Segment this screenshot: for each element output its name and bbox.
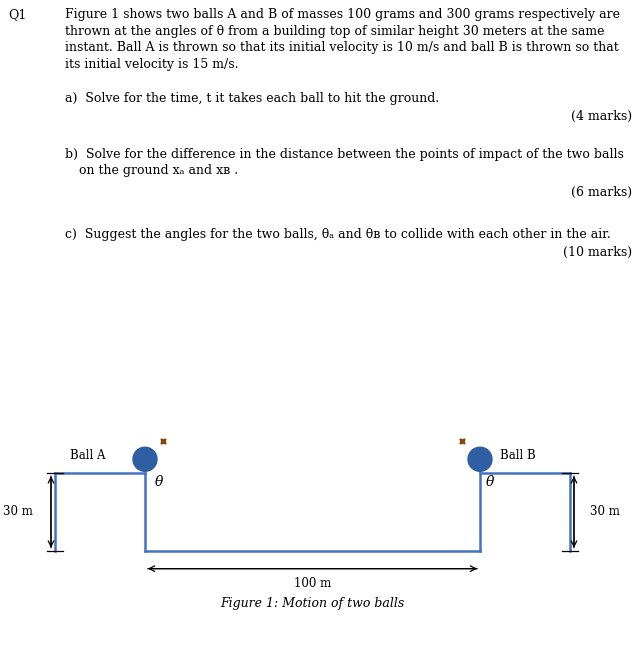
Text: θ: θ (486, 475, 494, 489)
Text: its initial velocity is 15 m/s.: its initial velocity is 15 m/s. (65, 58, 239, 71)
Text: Figure 1 shows two balls A and B of masses 100 grams and 300 grams respectively : Figure 1 shows two balls A and B of mass… (65, 8, 620, 21)
Text: a)  Solve for the time, t it takes each ball to hit the ground.: a) Solve for the time, t it takes each b… (65, 92, 439, 105)
Text: (4 marks): (4 marks) (571, 110, 632, 123)
Text: Ball A: Ball A (70, 449, 105, 462)
Circle shape (133, 448, 157, 472)
Text: c)  Suggest the angles for the two balls, θₐ and θʙ to collide with each other i: c) Suggest the angles for the two balls,… (65, 227, 611, 241)
Text: Ball B: Ball B (500, 449, 536, 462)
Text: 30 m: 30 m (3, 506, 33, 518)
Text: on the ground xₐ and xʙ .: on the ground xₐ and xʙ . (79, 164, 238, 177)
Text: Q1: Q1 (8, 8, 26, 21)
Text: thrown at the angles of θ from a building top of similar height 30 meters at the: thrown at the angles of θ from a buildin… (65, 25, 605, 37)
Text: 30 m: 30 m (590, 506, 620, 518)
Text: (6 marks): (6 marks) (571, 185, 632, 199)
Text: 100 m: 100 m (294, 577, 331, 589)
Text: Figure 1: Motion of two balls: Figure 1: Motion of two balls (220, 597, 404, 609)
Circle shape (468, 448, 492, 472)
Text: (10 marks): (10 marks) (563, 246, 632, 259)
Text: θ: θ (155, 475, 163, 489)
Text: instant. Ball A is thrown so that its initial velocity is 10 m/s and ball B is t: instant. Ball A is thrown so that its in… (65, 41, 619, 54)
Text: b)  Solve for the difference in the distance between the points of impact of the: b) Solve for the difference in the dista… (65, 147, 624, 161)
